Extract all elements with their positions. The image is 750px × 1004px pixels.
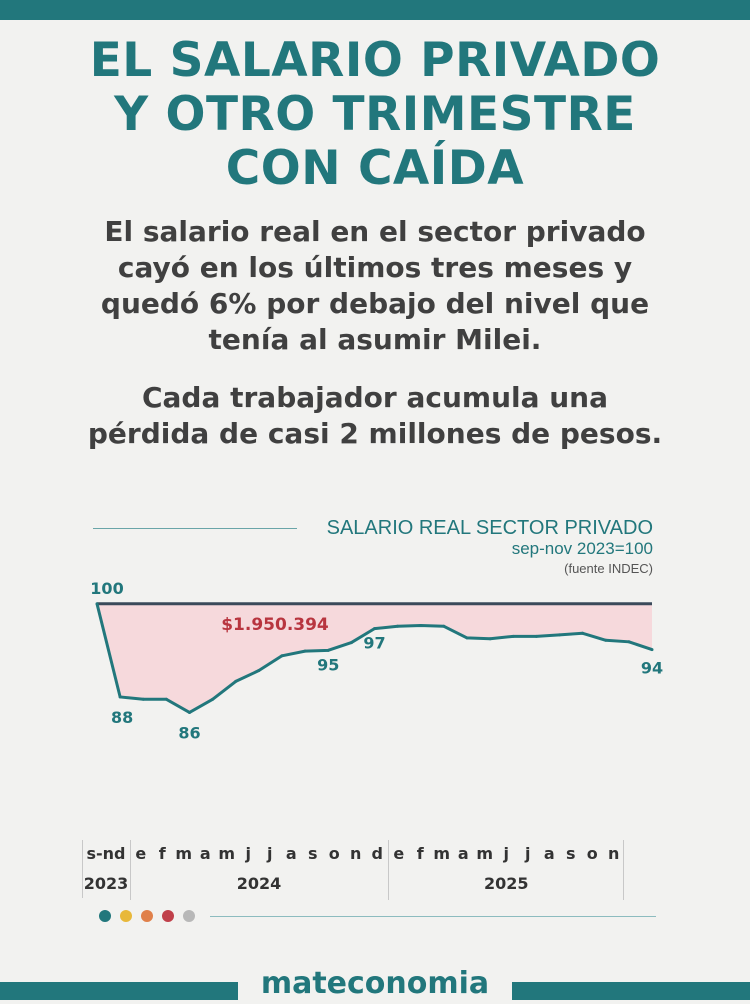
data-point [581,631,585,635]
subtitle-line: Cada trabajador acumula una [141,381,609,414]
data-point [234,679,238,683]
subtitle-line: tenía al asumir Milei. [208,323,542,356]
x-tick-label: a [285,844,297,863]
x-tick-label: m [476,844,494,863]
x-tick-label: n [350,844,362,863]
decorative-dot [183,910,195,922]
subtitle-paragraph-2: Cada trabajador acumula una pérdida de c… [0,380,750,452]
x-tick-label: m [433,844,451,863]
loss-annotation: $1.950.394 [221,615,329,635]
data-point [488,637,492,641]
data-label: 88 [111,708,133,727]
x-tick-label: m [175,844,193,863]
year-separator [82,840,83,898]
data-point [141,697,145,701]
data-label: 94 [641,659,663,678]
data-point [257,669,261,673]
subtitle-paragraph: El salario real en el sector privado cay… [0,214,750,358]
subtitle-line: cayó en los últimos tres meses y [117,251,633,284]
chart-subtitle: sep-nov 2023=100 [511,539,653,558]
x-tick-label: j [245,844,251,863]
data-point [627,640,631,644]
data-point [188,710,191,714]
data-point [650,648,654,652]
chart-source: (fuente INDEC) [564,561,653,576]
page-title: El salario privado y otro trimestre con … [0,34,750,196]
brand-backdrop [238,966,512,1000]
x-tick-label: n [608,844,620,863]
x-tick-label: s [307,844,318,863]
data-point [303,649,307,653]
title-line: El salario privado [89,33,661,88]
data-label: 95 [317,655,339,674]
data-point [326,648,330,652]
data-point [118,695,122,699]
x-tick-label: f [158,844,166,863]
year-separator [388,840,389,900]
x-tick-label: s [565,844,576,863]
x-tick-label: e [393,844,405,863]
data-point [511,634,515,638]
data-point [95,602,99,606]
year-separator [622,840,624,900]
title-line: y otro trimestre [114,87,636,142]
data-label: 86 [178,723,200,742]
brand-logo: mateconomia [260,966,490,1001]
decorative-dots [99,910,204,922]
loss-area [97,603,652,713]
x-tick-label: j [267,844,273,863]
x-tick-label: f [416,844,424,863]
data-point [280,654,284,658]
x-tick-label: a [457,844,469,863]
title-line: con caída [225,141,525,196]
x-axis-months: s-nd e f m a m j j a s o n d e f m a m j j a s o n [82,838,625,870]
data-point [396,624,400,628]
data-point [419,624,423,628]
decorative-dot [162,910,174,922]
data-point [558,633,561,637]
x-tick-label: a [199,844,211,863]
x-tick-label: d [371,844,383,863]
x-tick-label: o [586,844,598,863]
data-point [534,634,538,638]
x-tick-label: a [543,844,555,863]
decorative-dot [120,910,132,922]
data-point [164,697,168,701]
x-tick-label: j [525,844,531,863]
data-point [211,697,215,701]
subtitle-line: El salario real en el sector privado [104,215,646,248]
subtitle-line: pérdida de casi 2 millones de pesos. [87,417,663,450]
x-tick-label: m [218,844,236,863]
chart-header-rule [93,528,297,529]
x-tick-label: o [328,844,340,863]
x-tick-label: e [135,844,147,863]
top-accent-bar [0,0,750,20]
data-point [442,624,446,628]
data-point [604,638,608,642]
salary-chart: 100 $1.950.394 88 86 95 97 94 [90,579,663,743]
decorative-dot [99,910,111,922]
baseline-label: 100 [90,579,123,598]
subtitle-line: quedó 6% por debajo del nivel que [100,287,650,320]
year-separator [130,840,131,900]
x-tick-label: j [503,844,509,863]
chart-title: SALARIO REAL SECTOR PRIVADO [326,517,653,539]
year-label: 2025 [483,874,529,893]
footer-rule [210,916,656,917]
data-point [465,636,469,640]
year-label: 2023 [83,874,129,893]
decorative-dot [141,910,153,922]
x-tick-label: s-nd [86,844,126,863]
data-label: 97 [363,634,385,653]
data-point [373,627,376,631]
data-point [349,641,353,645]
year-label: 2024 [236,874,282,893]
x-axis-years: 2023 2024 2025 [82,868,625,900]
